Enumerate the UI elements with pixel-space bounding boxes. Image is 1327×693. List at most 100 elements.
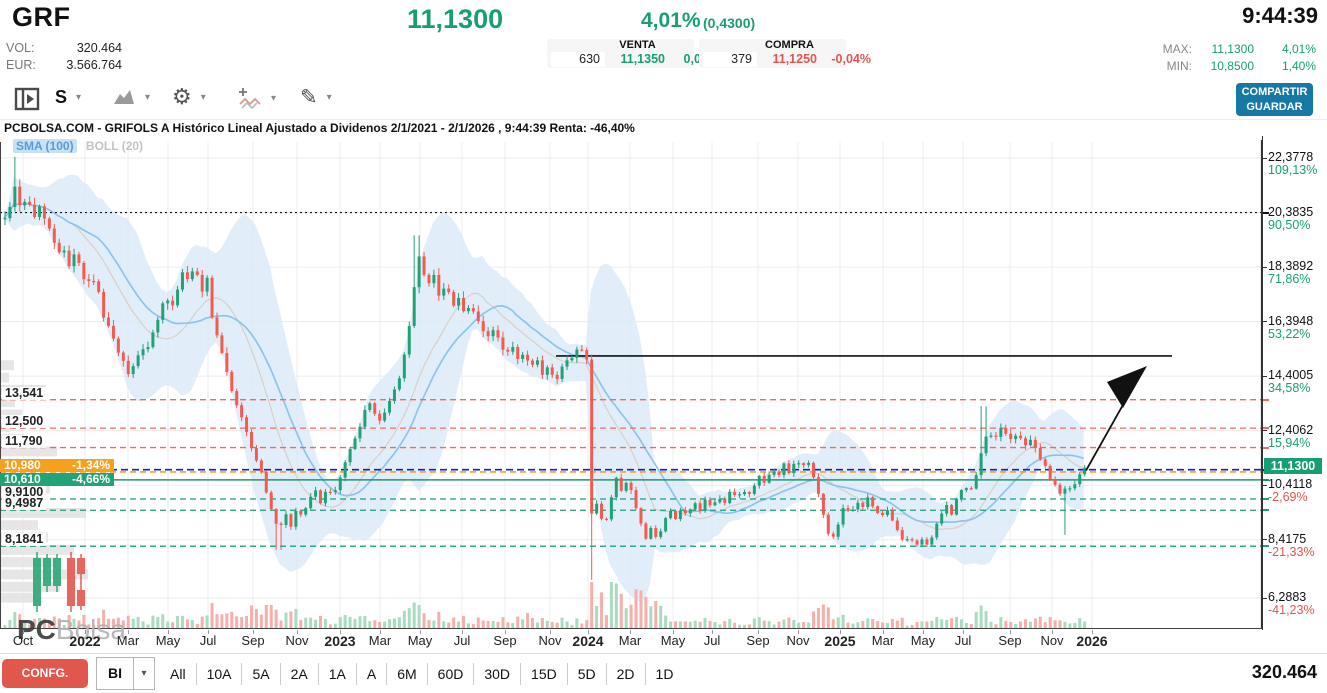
range-button-60d[interactable]: 60D	[426, 663, 474, 685]
level-tick	[1263, 398, 1269, 401]
time-tick	[253, 630, 254, 634]
sma-line	[3, 202, 1084, 524]
ask-header: VENTA	[619, 39, 656, 51]
axis-percent: -41,23%	[1268, 603, 1315, 618]
axis-price: 16,3948	[1268, 313, 1314, 328]
max-row: MAX: 11,1300 4,01%	[1163, 42, 1316, 56]
time-axis-label: 2024	[572, 633, 604, 649]
time-tick	[923, 630, 924, 634]
time-tick	[380, 630, 381, 634]
draw-menu-button[interactable]: ✎ ▾	[300, 85, 332, 110]
min-row: MIN: 10,8500 1,40%	[1167, 59, 1316, 73]
panel-toggle-icon	[14, 87, 40, 111]
range-button-group: All 10A 5A 2A 1A A 6M 60D 30D 15D 5D 2D 1D	[160, 654, 683, 693]
time-axis-label: Mar	[618, 633, 642, 648]
ask-price: 11,1350	[620, 52, 666, 66]
pencil-icon: ✎	[300, 86, 318, 109]
time-tick	[798, 630, 799, 634]
axis-tick	[1263, 484, 1267, 486]
right-axis-label: 12,4062 15,94%	[1268, 423, 1313, 450]
timeframe-current: S	[55, 87, 68, 107]
price-chart-canvas[interactable]	[0, 136, 1262, 630]
time-axis-label: Nov	[538, 633, 562, 648]
last-price: 11,1300	[407, 4, 504, 34]
bollinger-band-area	[4, 174, 1084, 602]
bid-percent: -0,04%	[831, 52, 871, 66]
axis-percent: -21,33%	[1268, 544, 1315, 559]
range-button-all[interactable]: All	[170, 666, 186, 682]
range-button-1d[interactable]: 1D	[644, 663, 684, 685]
time-axis-label: May	[407, 633, 433, 648]
level-tick	[1263, 478, 1269, 481]
right-axis-label: 22,3778 109,13%	[1268, 151, 1317, 177]
range-button-6m[interactable]: 6M	[386, 663, 426, 685]
range-button-2a[interactable]: 2A	[279, 663, 318, 685]
chart-type-menu-button[interactable]: ▾	[112, 86, 150, 108]
candles	[3, 156, 1087, 580]
axis-price: 18,3892	[1268, 259, 1314, 274]
axis-tick	[1263, 157, 1267, 159]
axis-price: 20,3835	[1268, 204, 1314, 219]
settings-menu-button[interactable]: ⚙ ▾	[172, 84, 206, 110]
range-button-a[interactable]: A	[355, 663, 386, 685]
time-axis-label: Nov	[1040, 633, 1064, 648]
chart-legend: SMA (100) BOLL (20)	[13, 139, 143, 153]
legend-sma[interactable]: SMA (100)	[13, 139, 77, 153]
level-tick	[1263, 211, 1269, 214]
add-indicator-menu-button[interactable]: ▾	[238, 86, 276, 110]
range-button-5a[interactable]: 5A	[241, 663, 279, 685]
chevron-down-icon: ▾	[145, 91, 151, 103]
time-axis[interactable]: Oct 2022 Mar May Jul Sep Nov 2023 Mar May Jul Sep No…	[0, 630, 1262, 652]
axis-price: 22,3778	[1268, 150, 1314, 164]
range-button-2d[interactable]: 2D	[605, 663, 645, 685]
config-button[interactable]: CONFG.	[2, 659, 88, 688]
bid-price: 11,1250	[772, 52, 818, 66]
time-axis-label: Mar	[368, 633, 392, 648]
axis-price: 10,4118	[1268, 477, 1313, 492]
time-axis-label: 2026	[1076, 633, 1108, 649]
bottom-volume-value: 320.464	[1251, 662, 1317, 682]
max-percent: 4,01%	[1281, 42, 1316, 56]
range-button-30d[interactable]: 30D	[473, 663, 520, 685]
trend-arrow-line[interactable]	[1085, 398, 1127, 471]
time-tick	[1010, 630, 1011, 634]
range-button-10a[interactable]: 10A	[195, 663, 242, 685]
change-absolute: (0,4300)	[703, 15, 756, 31]
range-button-5d[interactable]: 5D	[566, 663, 606, 685]
timeframe-menu-button[interactable]: S ▾	[55, 87, 81, 108]
time-axis-label: 2022	[69, 633, 101, 649]
time-tick	[883, 630, 884, 634]
chart-title: PCBOLSA.COM - GRIFOLS A Histórico Lineal…	[0, 119, 1327, 136]
chevron-down-icon: ▾	[200, 91, 206, 103]
share-label: COMPARTIR	[1241, 86, 1308, 98]
right-price-axis[interactable]: 22,3778 109,13% 20,3835 90,50% 18,3892 71,86%…	[1262, 136, 1327, 630]
eur-label: EUR:	[6, 58, 36, 72]
time-tick	[128, 630, 129, 634]
time-axis-label: Jul	[954, 633, 972, 648]
axis-tick	[1263, 430, 1267, 432]
right-axis-label: 8,4175 -21,33%	[1268, 532, 1315, 559]
mountain-chart-icon	[114, 90, 134, 104]
axis-percent: 34,58%	[1268, 381, 1311, 396]
min-label: MIN:	[1166, 59, 1192, 73]
range-button-1a[interactable]: 1A	[317, 663, 356, 685]
axis-percent: 53,22%	[1268, 326, 1311, 341]
time-axis-label: Mar	[871, 633, 895, 648]
legend-boll[interactable]: BOLL (20)	[85, 139, 144, 153]
time-tick	[630, 630, 631, 634]
axis-percent: -2,69%	[1268, 490, 1308, 505]
share-save-button[interactable]: COMPARTIR GUARDAR	[1236, 83, 1313, 116]
eur-value: 3.566.764	[66, 58, 122, 72]
volume-profile	[0, 360, 88, 603]
bid-panel: COMPRA 379 11,1250 -0,04%	[699, 39, 871, 68]
eur-row: EUR: 3.566.764	[6, 58, 122, 72]
interval-select[interactable]: BI ▾	[96, 657, 155, 690]
range-button-15d[interactable]: 15D	[520, 663, 567, 685]
right-axis-label: 16,3948 53,22%	[1268, 313, 1314, 341]
axis-tick	[1263, 321, 1267, 323]
panel-toggle-button[interactable]	[14, 86, 40, 112]
chevron-down-icon: ▾	[76, 92, 82, 103]
chart-toolbar: S ▾ ▾ ⚙ ▾ ▾ ✎ ▾ COMPARTIR	[0, 82, 1327, 118]
time-axis-label: Mar	[116, 633, 140, 648]
